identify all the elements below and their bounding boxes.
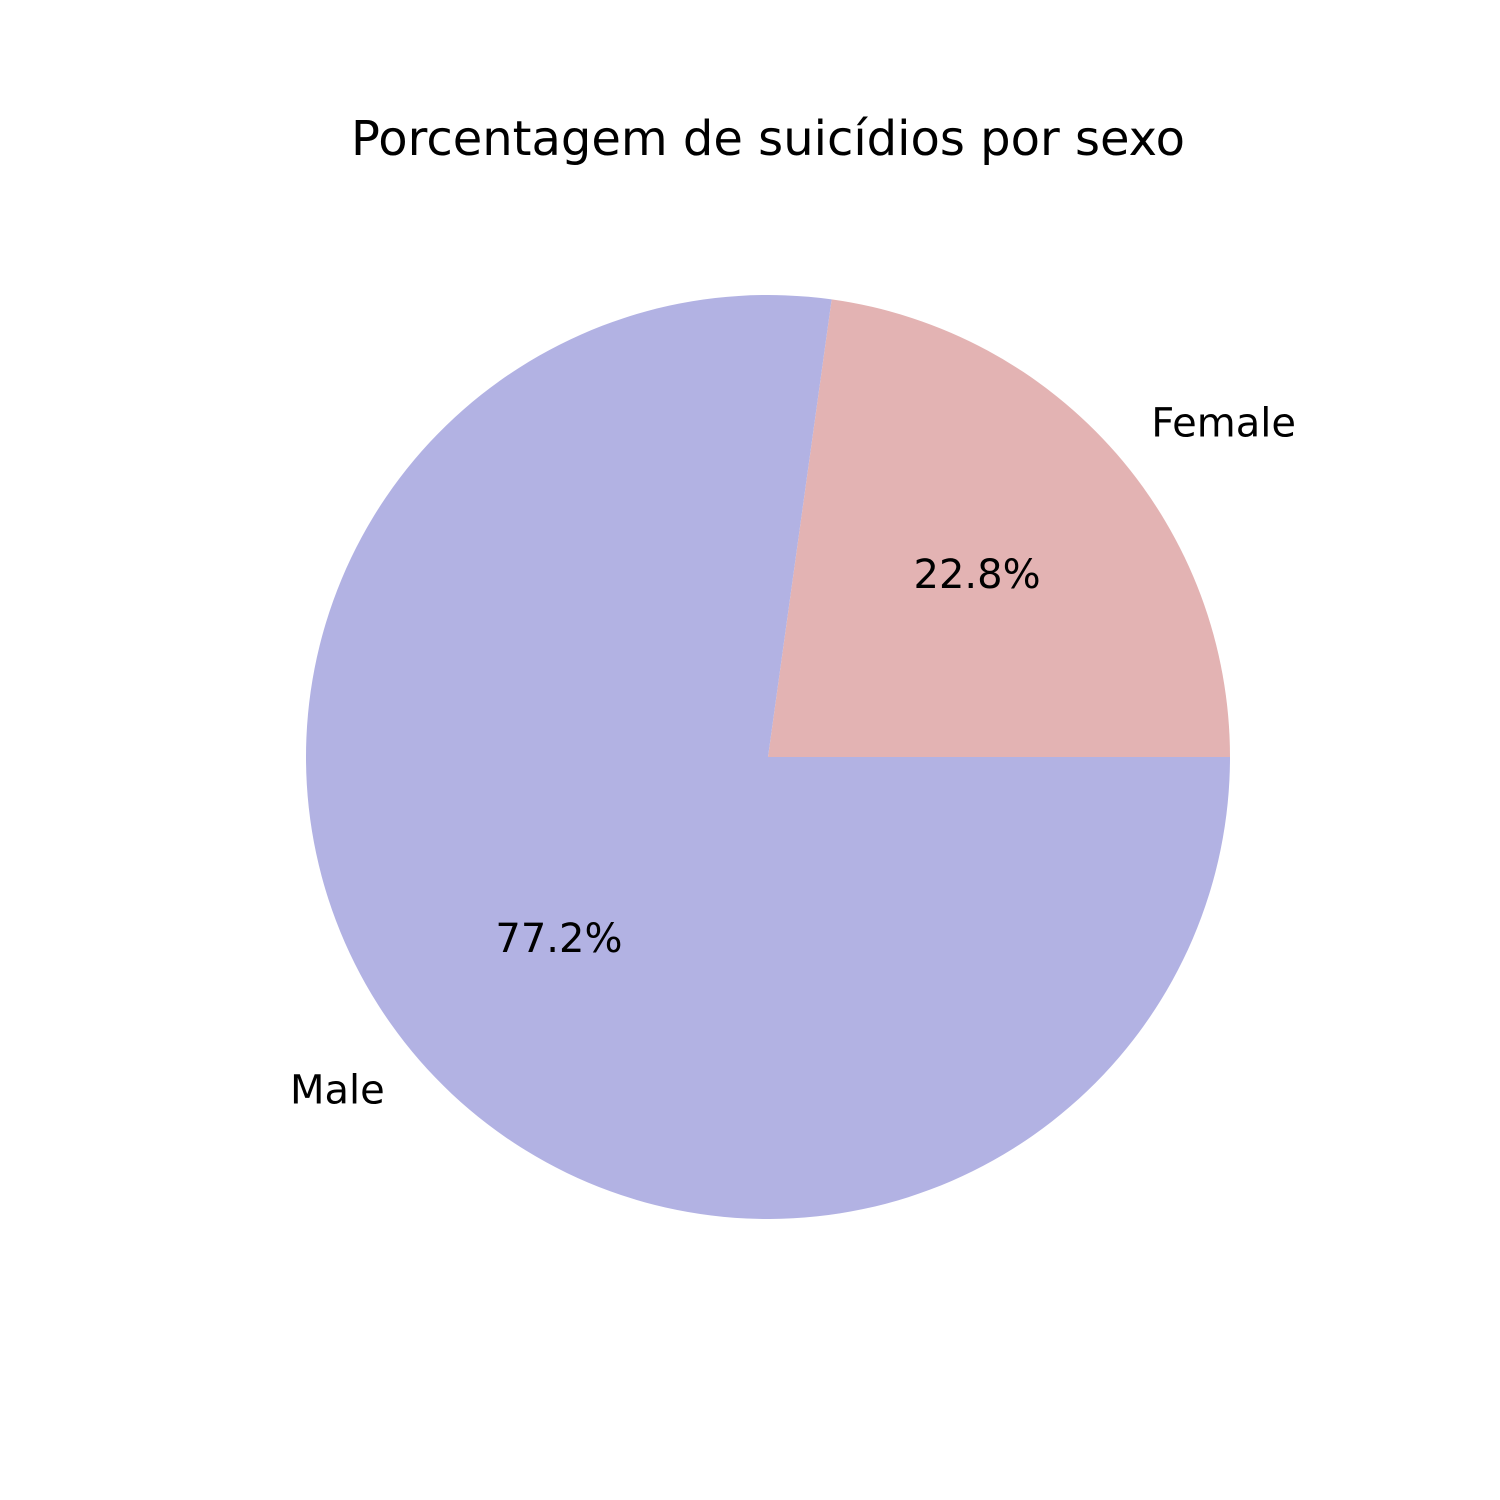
percent-label-female: 22.8% [914,552,1041,598]
slice-label-male: Male [290,1068,385,1114]
pie-slices [305,294,1230,1220]
slice-label-female: Female [1151,400,1296,446]
percent-label-male: 77.2% [495,916,622,962]
pie-slice-male [305,294,1230,1220]
chart-title: Porcentagem de suicídios por sexo [351,111,1185,167]
pie-slice-female [768,299,1230,757]
pie-labels: Female 22.8% Male 77.2% [290,400,1296,1113]
